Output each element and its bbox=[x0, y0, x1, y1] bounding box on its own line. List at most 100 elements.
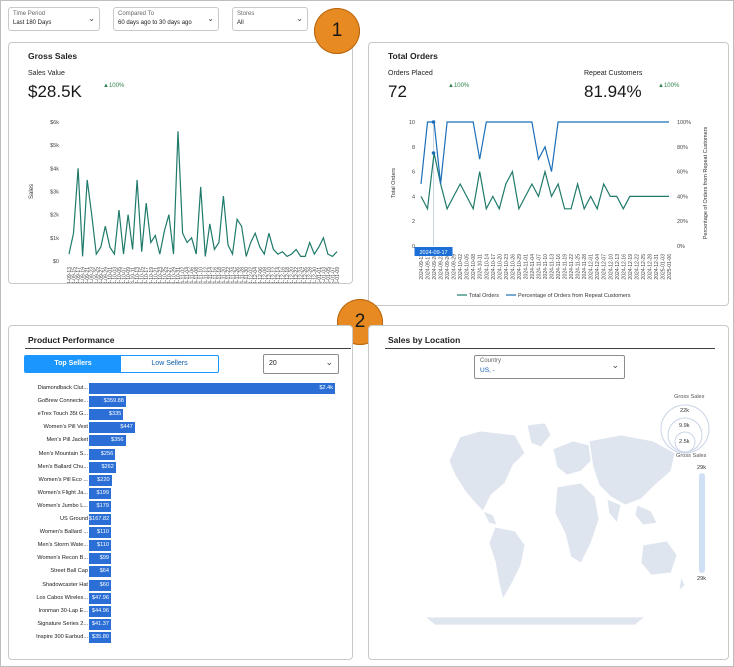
bar-category-label: Women's Recon B... bbox=[37, 555, 88, 562]
stores-value: All bbox=[237, 20, 244, 26]
color-legend-min: 29k bbox=[697, 576, 707, 582]
x-tick-label: 2024-09-20 bbox=[432, 254, 438, 280]
product-bar[interactable] bbox=[89, 579, 111, 591]
callout-badge-1: 1 bbox=[314, 8, 360, 54]
product-bar[interactable] bbox=[89, 448, 116, 460]
x-tick-label: 2024-12-28 bbox=[647, 254, 653, 280]
y-tick-label: $4k bbox=[50, 166, 59, 172]
x-tick-label: 2024-09-13 bbox=[67, 267, 73, 283]
x-tick-label: 2024-11-28 bbox=[240, 267, 246, 283]
x-tick-label: 2025-01-03 bbox=[321, 267, 327, 283]
bar-category-label: Women's Pill Vest bbox=[43, 424, 89, 431]
product-bar[interactable] bbox=[89, 435, 126, 447]
bubble-large bbox=[660, 404, 710, 454]
chevron-down-icon: ⌄ bbox=[88, 14, 95, 23]
product-bar[interactable] bbox=[89, 592, 111, 604]
x-tick-label: 2024-12-16 bbox=[280, 267, 286, 283]
orders-placed-value: 72 bbox=[388, 82, 407, 101]
time-period-filter[interactable]: Time Period Last 180 Days ⌄ bbox=[8, 7, 100, 31]
tab-top-sellers[interactable]: Top Sellers bbox=[25, 356, 121, 372]
product-bar[interactable] bbox=[89, 396, 126, 408]
x-tick-label: 2024-11-25 bbox=[576, 254, 582, 279]
product-bar[interactable] bbox=[89, 474, 112, 486]
bubble-value-large: 22k bbox=[680, 408, 690, 414]
x-tick-label: 2024-10-17 bbox=[491, 254, 497, 280]
product-bar[interactable] bbox=[89, 605, 111, 617]
compared-to-filter[interactable]: Compared To 60 days ago to 30 days ago ⌄ bbox=[113, 7, 219, 31]
product-bar[interactable] bbox=[89, 383, 335, 394]
x-tick-label: 2024-12-26 bbox=[303, 267, 309, 283]
item-count-select[interactable]: 20 ⌄ bbox=[263, 354, 339, 374]
seller-tabs: Top Sellers Low Sellers bbox=[24, 355, 219, 373]
product-bar[interactable] bbox=[89, 540, 111, 552]
map-australia bbox=[640, 540, 678, 576]
x-tick-label: 2024-12-07 bbox=[602, 254, 608, 280]
x-tick-label: 2024-09-17 bbox=[76, 267, 82, 283]
gross-sales-panel: Gross Sales Sales Value $28.5K ▲100% $6k… bbox=[8, 42, 353, 284]
world-map[interactable] bbox=[385, 395, 685, 625]
product-bar[interactable] bbox=[89, 618, 111, 630]
x-tick-label: 2024-11-07 bbox=[536, 254, 542, 279]
sales-by-location-title: Sales by Location bbox=[388, 335, 461, 345]
x-tick-label: 2024-10-15 bbox=[140, 267, 146, 283]
bar-value-label: $44.96 bbox=[91, 607, 109, 614]
x-tick-label: 2024-10-27 bbox=[167, 267, 173, 283]
x-tick-label: 2024-10-01 bbox=[108, 267, 114, 283]
x-tick-label: 2024-09-26 bbox=[445, 254, 451, 280]
product-bar[interactable] bbox=[89, 514, 111, 525]
title-divider bbox=[25, 348, 351, 349]
bar-value-label: $256 bbox=[100, 450, 114, 457]
product-bar[interactable] bbox=[89, 461, 116, 473]
x-tick-label: 2024-12-31 bbox=[654, 254, 660, 280]
x-tick-label: 2024-09-25 bbox=[94, 267, 100, 283]
bar-value-label: $110 bbox=[96, 529, 109, 536]
stores-filter[interactable]: Stores All ⌄ bbox=[232, 7, 308, 31]
bar-category-label: US Ground bbox=[60, 516, 88, 522]
x-tick-label: 2025-01-05 bbox=[326, 267, 332, 283]
x-tick-label: 2024-09-23 bbox=[439, 254, 445, 280]
product-bar[interactable] bbox=[89, 566, 111, 578]
bubble-value-small: 2.5k bbox=[679, 439, 690, 445]
repeat-percentage-line[interactable] bbox=[420, 121, 669, 185]
orders-placed-label: Orders Placed bbox=[388, 70, 433, 77]
bar-category-label: Shadowcaster Hat bbox=[42, 581, 88, 588]
x-tick-label: 2024-11-08 bbox=[194, 267, 200, 283]
y2-tick-label: 40% bbox=[677, 194, 688, 200]
product-bar[interactable] bbox=[89, 553, 111, 565]
y2-tick-label: 60% bbox=[677, 170, 688, 176]
bar-value-label: $99 bbox=[99, 555, 109, 562]
gross-sales-title: Gross Sales bbox=[28, 51, 78, 61]
sales-line[interactable] bbox=[68, 131, 338, 258]
x-tick-label: 2024-12-10 bbox=[267, 267, 273, 283]
product-bar[interactable] bbox=[89, 487, 111, 499]
legend-total-orders[interactable]: Total Orders bbox=[469, 293, 499, 299]
x-tick-label: 2024-10-11 bbox=[131, 267, 137, 283]
x-tick-label: 2025-01-09 bbox=[335, 267, 341, 283]
repeat-customers-label: Repeat Customers bbox=[584, 70, 643, 77]
map-north-america bbox=[448, 430, 526, 512]
product-bar[interactable] bbox=[89, 409, 124, 421]
bar-category-label: Men's Mountain S... bbox=[38, 450, 88, 457]
x-tick-label: 2024-11-14 bbox=[208, 267, 214, 283]
country-select[interactable]: Country US, - ⌄ bbox=[474, 355, 625, 379]
gross-sales-chart: $6k$5k$4k$3k$2k$1k$0Sales2024-09-132024-… bbox=[29, 120, 341, 283]
stores-label: Stores bbox=[237, 11, 255, 17]
legend-repeat-percentage[interactable]: Percentage of Orders from Repeat Custome… bbox=[518, 293, 631, 299]
x-tick-label: 2024-12-25 bbox=[641, 254, 647, 280]
map-new-zealand bbox=[678, 575, 685, 593]
bar-value-label: $220 bbox=[97, 476, 110, 483]
tab-low-sellers[interactable]: Low Sellers bbox=[151, 360, 188, 367]
total-orders-line[interactable] bbox=[420, 152, 669, 211]
bar-value-label: $167.82 bbox=[89, 516, 110, 522]
product-bar[interactable] bbox=[89, 631, 111, 643]
x-tick-label: 2024-09-27 bbox=[99, 267, 105, 283]
product-bar[interactable] bbox=[89, 527, 111, 539]
product-bar[interactable] bbox=[89, 422, 135, 434]
x-tick-label: 2024-12-10 bbox=[608, 254, 614, 280]
x-tick-label: 2024-11-01 bbox=[523, 254, 529, 279]
product-bar[interactable] bbox=[89, 500, 111, 512]
bar-value-label: $199 bbox=[96, 489, 109, 496]
bar-value-label: $447 bbox=[120, 424, 133, 431]
y2-tick-label: 100% bbox=[677, 120, 691, 126]
total-orders-panel: Total Orders Orders Placed 72 ▲100% Repe… bbox=[368, 42, 729, 306]
